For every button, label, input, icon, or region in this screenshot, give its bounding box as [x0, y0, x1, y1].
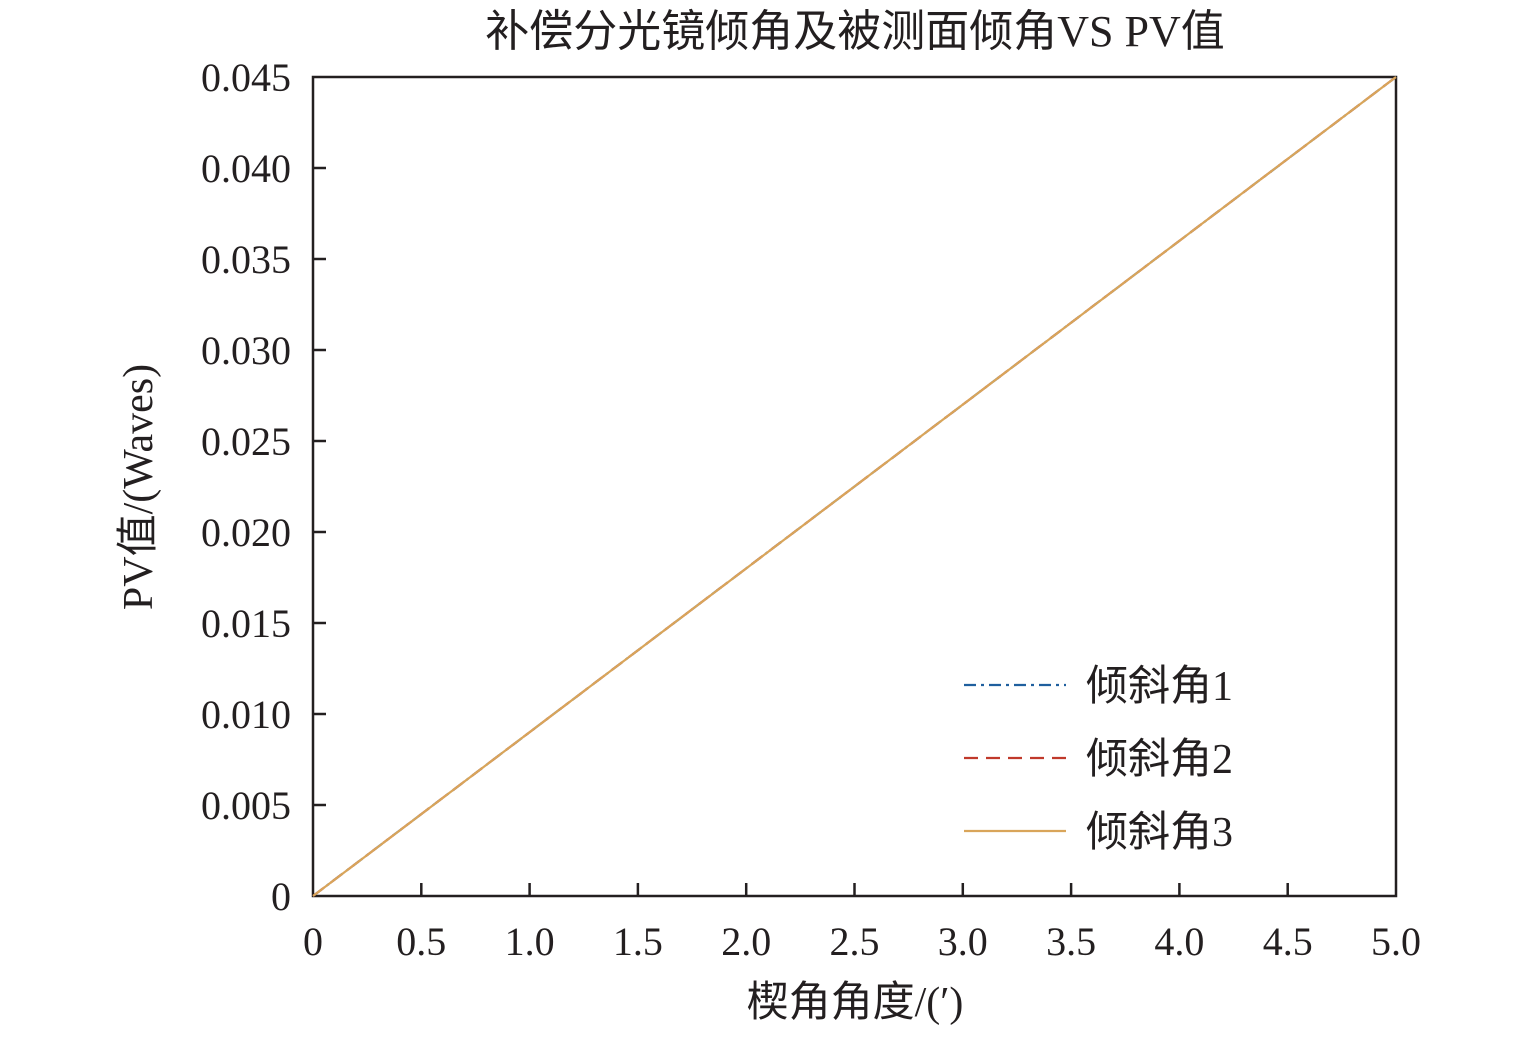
legend-label-2: 倾斜角2: [1086, 737, 1233, 783]
x-axis: 0 0.5 1.0 1.5 2.0 2.5 3.0 3.5 4.0 4.5 5.0: [303, 883, 1421, 964]
y-tick-label: 0.040: [201, 146, 291, 191]
x-axis-title: 楔角角度/(′): [747, 980, 964, 1026]
y-tick-label: 0.015: [201, 601, 291, 646]
y-tick-label: 0: [271, 874, 291, 919]
chart-title: 补偿分光镜倾角及被测面倾角VS PV值: [485, 7, 1225, 56]
y-axis: 0 0.005 0.010 0.015 0.020 0.025 0.030 0.035 0.04…: [201, 55, 326, 919]
x-tick-label: 4.5: [1263, 919, 1313, 964]
legend-label-1: 倾斜角1: [1086, 664, 1233, 710]
legend: 倾斜角1 倾斜角2 倾斜角3: [964, 664, 1233, 856]
y-tick-label: 0.030: [201, 328, 291, 373]
series-layer: [312, 76, 1397, 897]
y-tick-label: 0.035: [201, 237, 291, 282]
y-tick-label: 0.020: [201, 510, 291, 555]
y-tick-label: 0.025: [201, 419, 291, 464]
legend-label-3: 倾斜角3: [1086, 810, 1233, 856]
y-tick-label: 0.010: [201, 692, 291, 737]
y-tick-label: 0.005: [201, 783, 291, 828]
x-tick-label: 3.5: [1046, 919, 1096, 964]
x-tick-label: 2.0: [721, 919, 771, 964]
x-tick-label: 4.0: [1154, 919, 1204, 964]
series-line-3: [312, 76, 1397, 897]
x-tick-label: 1.0: [505, 919, 555, 964]
x-tick-label: 5.0: [1371, 919, 1421, 964]
y-tick-label: 0.045: [201, 55, 291, 100]
x-tick-label: 0.5: [396, 919, 446, 964]
x-tick-label: 2.5: [830, 919, 880, 964]
x-tick-label: 0: [303, 919, 323, 964]
x-tick-label: 3.0: [938, 919, 988, 964]
y-axis-title: PV值/(Waves): [116, 364, 162, 610]
x-tick-label: 1.5: [613, 919, 663, 964]
